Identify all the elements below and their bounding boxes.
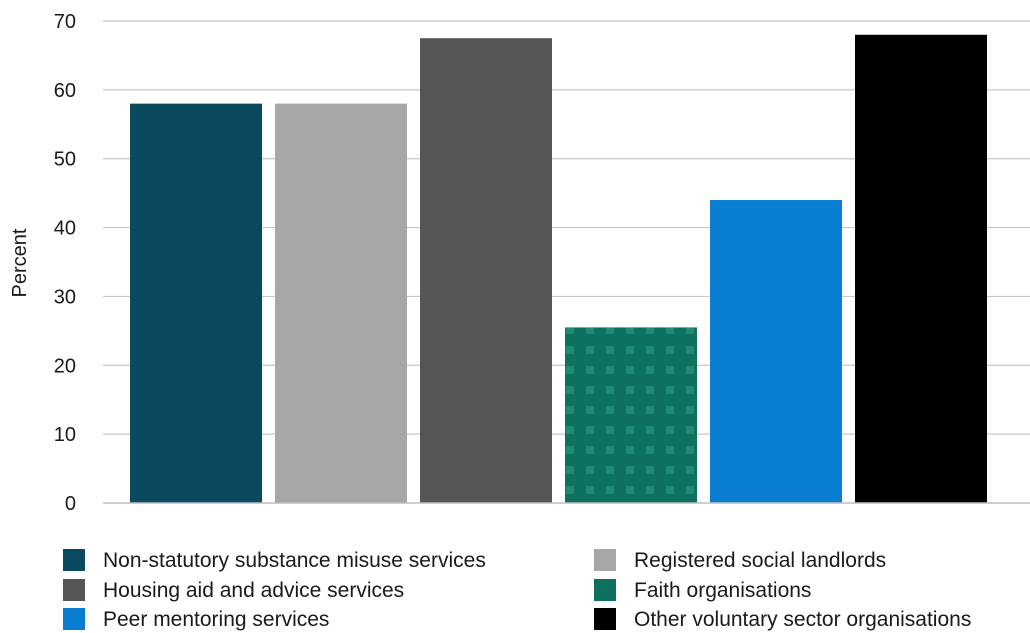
y-tick-label: 30 — [54, 286, 76, 308]
legend-swatch — [594, 608, 616, 630]
y-tick-label: 20 — [54, 355, 76, 377]
bars — [130, 34, 987, 504]
y-tick-label: 0 — [65, 493, 76, 515]
legend-label: Housing aid and advice services — [103, 579, 404, 602]
bar — [565, 327, 697, 503]
legend-item: Faith organisations — [594, 579, 811, 602]
legend-swatch — [594, 549, 616, 571]
legend: Non-statutory substance misuse services R… — [63, 549, 971, 631]
legend-item: Housing aid and advice services — [63, 579, 404, 602]
y-tick-label: 10 — [54, 424, 76, 446]
legend-item: Non-statutory substance misuse services — [63, 549, 486, 572]
legend-item: Peer mentoring services — [63, 608, 329, 631]
y-tick-label: 70 — [54, 11, 76, 33]
legend-swatch — [63, 579, 85, 601]
legend-label: Faith organisations — [634, 579, 811, 602]
legend-item: Other voluntary sector organisations — [594, 608, 971, 631]
legend-label: Non-statutory substance misuse services — [103, 549, 486, 572]
bar — [855, 34, 987, 504]
bar — [275, 103, 407, 503]
y-tick-label: 40 — [54, 218, 76, 240]
legend-swatch — [63, 549, 85, 571]
bar — [420, 38, 552, 503]
y-tick-label: 50 — [54, 149, 76, 171]
bar — [130, 103, 262, 503]
legend-label: Registered social landlords — [634, 549, 886, 572]
legend-label: Other voluntary sector organisations — [634, 608, 971, 631]
bar — [710, 200, 842, 503]
y-axis-title: Percent — [9, 228, 31, 297]
legend-label: Peer mentoring services — [103, 608, 329, 631]
legend-swatch — [63, 608, 85, 630]
y-axis-ticks: 0 10 20 30 40 50 60 70 — [54, 11, 76, 515]
y-tick-label: 60 — [54, 80, 76, 102]
legend-item: Registered social landlords — [594, 549, 886, 572]
legend-swatch — [594, 579, 616, 601]
